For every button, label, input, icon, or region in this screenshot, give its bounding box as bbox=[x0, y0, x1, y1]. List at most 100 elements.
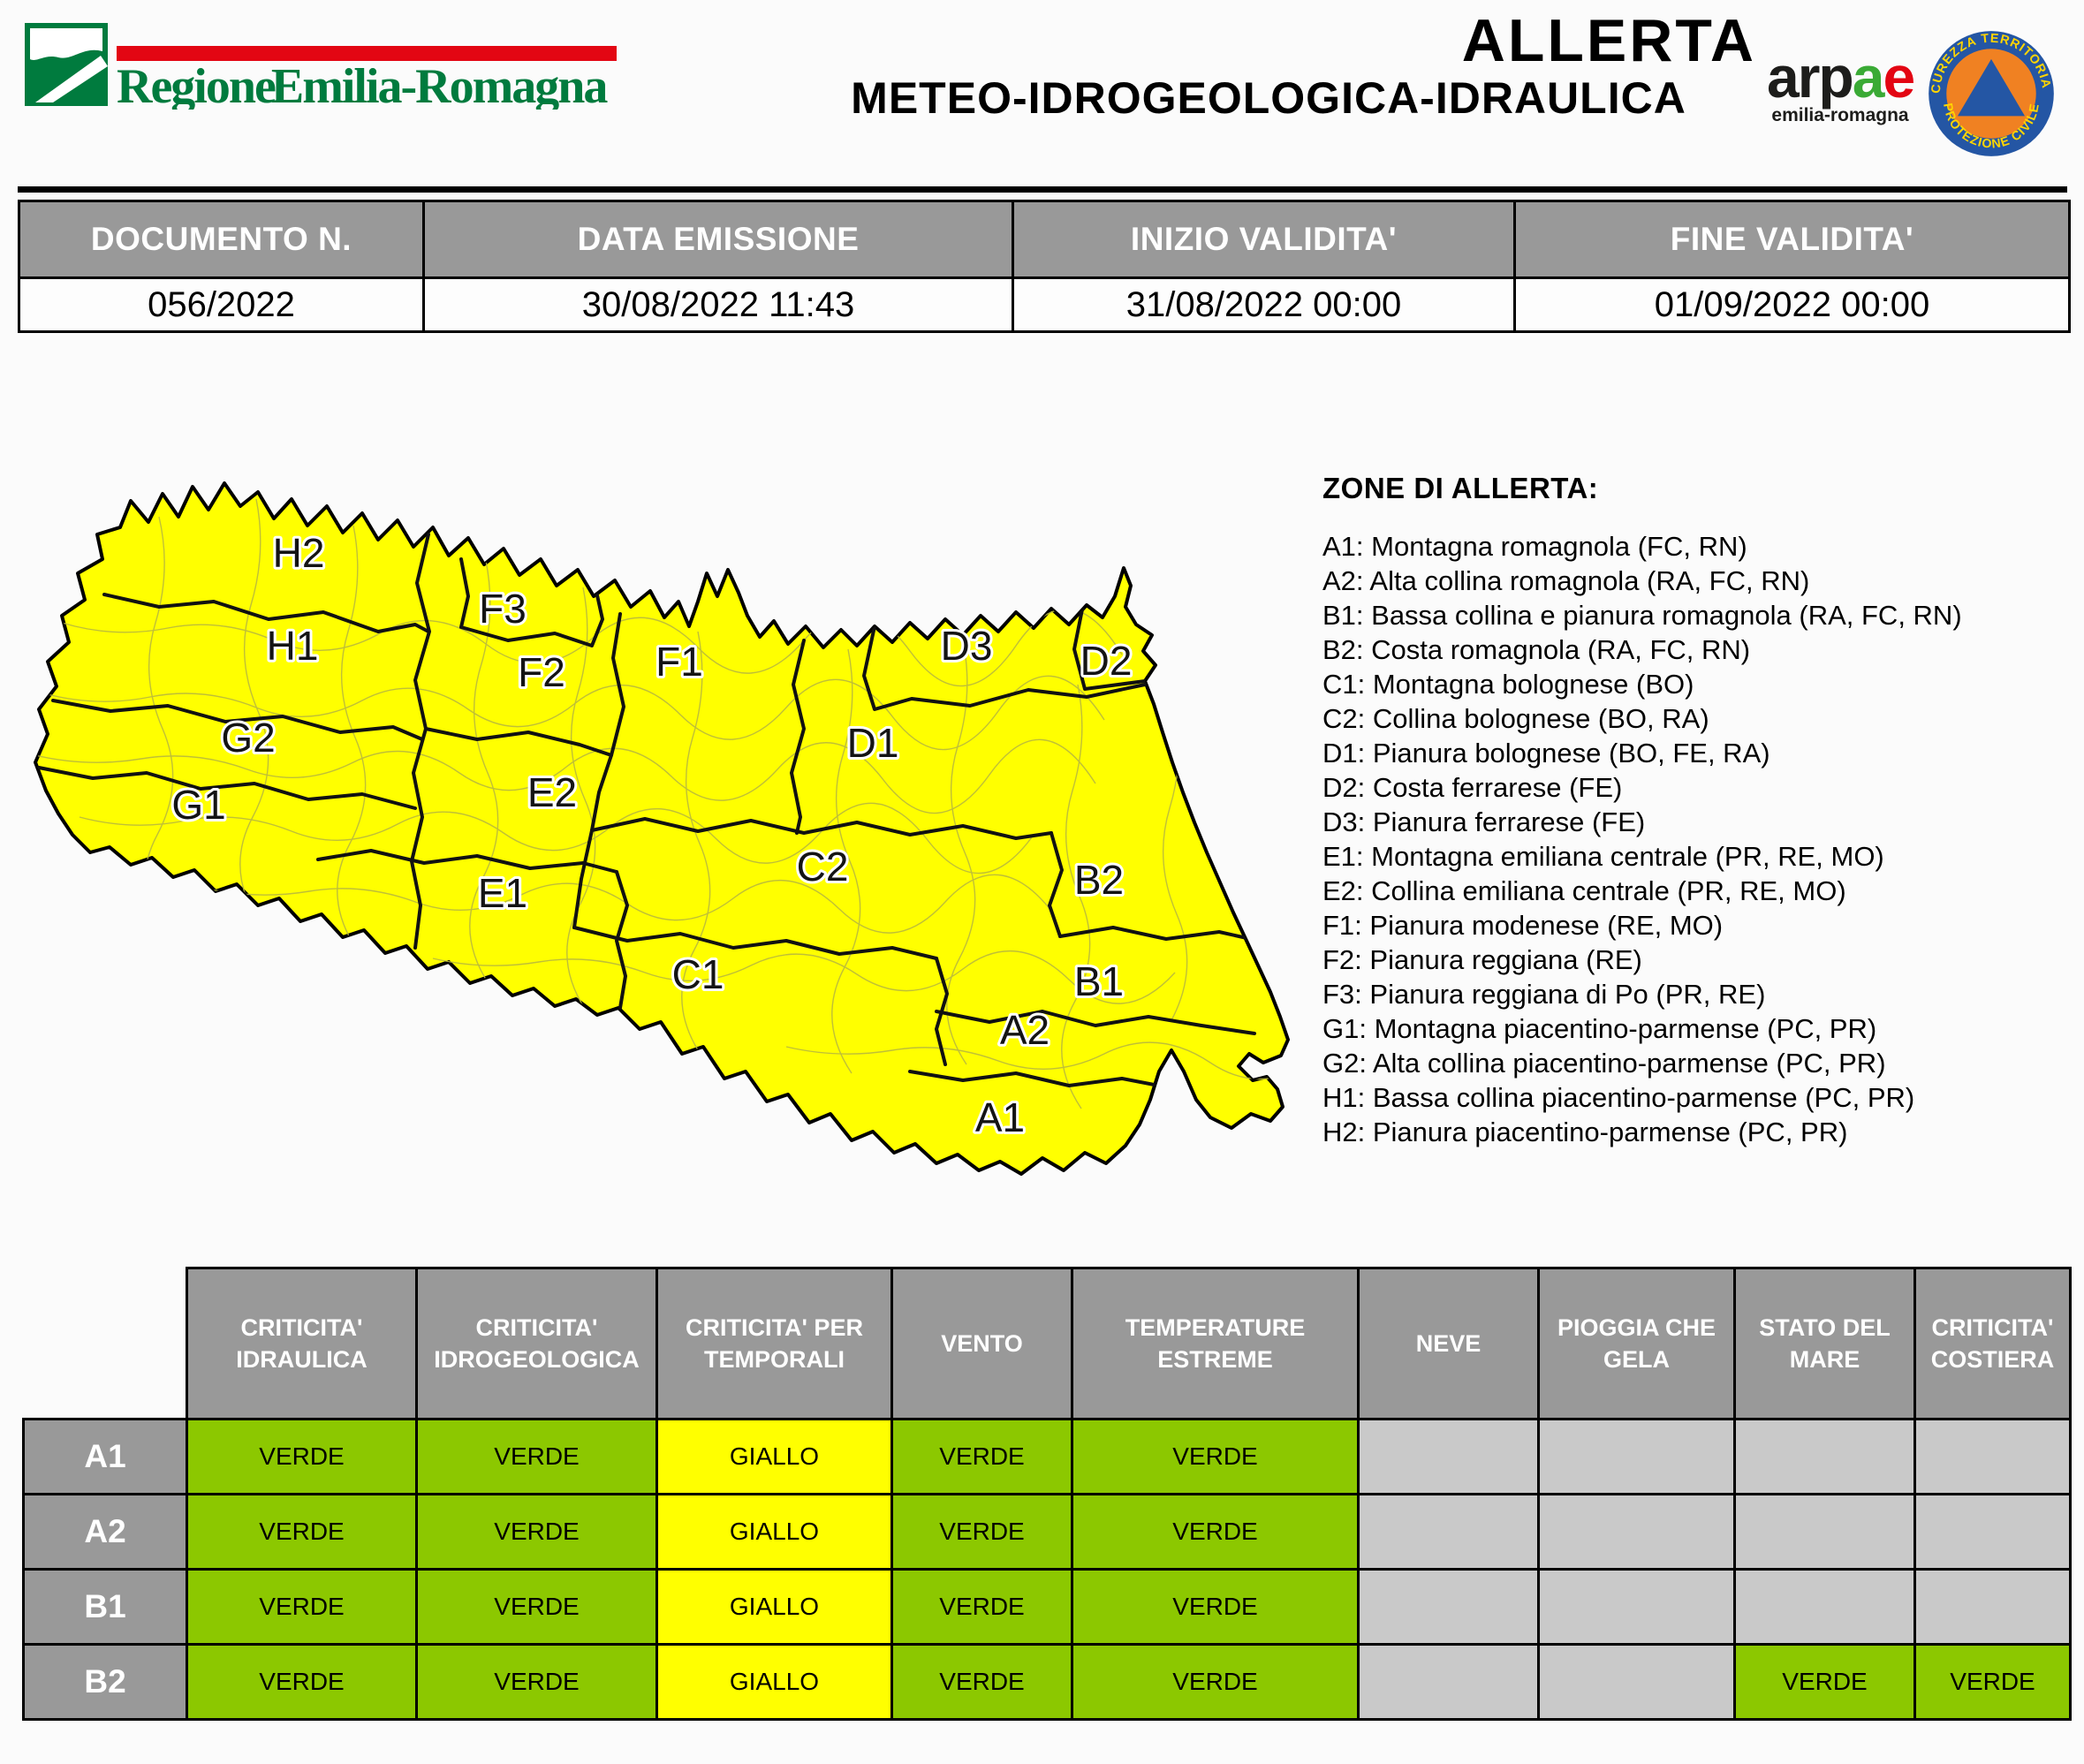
alert-cell-B2-8: VERDE bbox=[1913, 1643, 2072, 1721]
alert-cell-A2-7 bbox=[1733, 1493, 1916, 1571]
alert-row-B2: B2 VERDE VERDE GIALLO VERDE VERDE VERDE VERDE bbox=[22, 1643, 2072, 1721]
map-zone-label-C1: C1 bbox=[672, 951, 724, 997]
arpae-wordmark: arpae bbox=[1767, 48, 1915, 106]
legend-item-F3: F3: Pianura reggiana di Po (PR, RE) bbox=[1322, 979, 1766, 1010]
map-zone-label-C2: C2 bbox=[797, 844, 849, 890]
alert-cell-B2-2: GIALLO bbox=[656, 1643, 893, 1721]
alert-cell-A1-1: VERDE bbox=[415, 1418, 658, 1495]
alert-cell-B1-5 bbox=[1357, 1568, 1540, 1646]
municipality-borders bbox=[35, 498, 1288, 1109]
alert-cell-B2-0: VERDE bbox=[186, 1643, 418, 1721]
legend-item-H2: H2: Pianura piacentino-parmense (PC, PR) bbox=[1322, 1117, 1848, 1147]
map-zone-label-D2: D2 bbox=[1080, 638, 1133, 684]
alert-column-header-7: STATO DEL MARE bbox=[1733, 1267, 1916, 1420]
alert-cell-A1-7 bbox=[1733, 1418, 1916, 1495]
arpae-word-red: e bbox=[1883, 44, 1915, 110]
page-subtitle: METEO-IDROGEOLOGICA-IDRAULICA bbox=[851, 73, 1686, 123]
alert-cell-B1-8 bbox=[1913, 1568, 2072, 1646]
alert-row-A2: A2 VERDE VERDE GIALLO VERDE VERDE bbox=[22, 1493, 2072, 1571]
alert-cell-B2-1: VERDE bbox=[415, 1643, 658, 1721]
legend-item-H1: H1: Bassa collina piacentino-parmense (P… bbox=[1322, 1082, 1915, 1113]
zones-legend-title: ZONE DI ALLERTA: bbox=[1322, 472, 1599, 504]
region-logo-mark bbox=[25, 23, 108, 106]
legend-item-E1: E1: Montagna emiliana centrale (PR, RE, … bbox=[1322, 841, 1884, 872]
legend-item-D2: D2: Costa ferrarese (FE) bbox=[1322, 772, 1623, 803]
map-zone-label-B2: B2 bbox=[1074, 857, 1124, 903]
alert-row-label-A2: A2 bbox=[22, 1493, 188, 1571]
legend-item-C1: C1: Montagna bolognese (BO) bbox=[1322, 669, 1694, 700]
alert-column-header-0: CRITICITA' IDRAULICA bbox=[186, 1267, 418, 1420]
alert-column-header-8: CRITICITA' COSTIERA bbox=[1913, 1267, 2072, 1420]
alert-cell-A2-6 bbox=[1537, 1493, 1736, 1571]
alert-cell-A1-0: VERDE bbox=[186, 1418, 418, 1495]
map-zone-label-F2: F2 bbox=[518, 649, 565, 695]
map-zone-label-H1: H1 bbox=[267, 623, 319, 669]
region-logo-text: Regione Emilia-Romagna bbox=[117, 59, 608, 110]
alert-cell-A1-6 bbox=[1537, 1418, 1736, 1495]
alert-column-header-2: CRITICITA' PER TEMPORALI bbox=[656, 1267, 893, 1420]
legend-item-A1: A1: Montagna romagnola (FC, RN) bbox=[1322, 531, 1747, 562]
alert-cell-A1-3: VERDE bbox=[890, 1418, 1073, 1495]
alert-cell-B1-2: GIALLO bbox=[656, 1568, 893, 1646]
alert-cell-B1-1: VERDE bbox=[415, 1568, 658, 1646]
map-zone-label-A2: A2 bbox=[1000, 1007, 1050, 1053]
arpae-word-black: arp bbox=[1767, 44, 1854, 110]
alert-cell-B1-0: VERDE bbox=[186, 1568, 418, 1646]
roundel-triangle-icon bbox=[1957, 58, 2026, 117]
zone-labels: H2 F3 H1 F2 F1 D3 D2 G2 D1 G1 E2 E1 C2 B2 C1 B1 A2 A1 bbox=[169, 527, 1134, 1143]
alert-row-B1: B1 VERDE VERDE GIALLO VERDE VERDE bbox=[22, 1568, 2072, 1646]
zone-borders bbox=[37, 533, 1269, 1089]
alert-cell-A2-5 bbox=[1357, 1493, 1540, 1571]
header-divider bbox=[18, 186, 2067, 193]
protezione-civile-logo: SICUREZZA TERRITORIALE PROTEZIONE CIVILE bbox=[1926, 28, 2054, 156]
map-zone-label-H2: H2 bbox=[273, 530, 325, 576]
region-logo: Regione Emilia-Romagna bbox=[25, 23, 617, 110]
alert-table-header-row: CRITICITA' IDRAULICA CRITICITA' IDROGEOLO… bbox=[24, 1267, 2072, 1420]
alert-levels-table: CRITICITA' IDRAULICA CRITICITA' IDROGEOLO… bbox=[22, 1267, 2072, 1721]
alert-cell-A2-1: VERDE bbox=[415, 1493, 658, 1571]
map-zone-label-G2: G2 bbox=[221, 715, 275, 761]
map-zone-label-F1: F1 bbox=[656, 639, 703, 685]
arpae-subtext: emilia-romagna bbox=[1771, 104, 1909, 125]
alert-cell-B2-6 bbox=[1537, 1643, 1736, 1721]
doc-info-header-1: DATA EMISSIONE bbox=[422, 200, 1014, 279]
document-title-block: ALLERTA METEO-IDROGEOLOGICA-IDRAULICA bbox=[777, 11, 1760, 120]
arpae-logo: arpae emilia-romagna bbox=[1767, 48, 1915, 125]
alert-cell-A2-4: VERDE bbox=[1071, 1493, 1360, 1571]
doc-info-value-0: 056/2022 bbox=[18, 276, 425, 333]
alert-column-header-5: NEVE bbox=[1357, 1267, 1540, 1420]
alert-table-corner-blank bbox=[24, 1268, 187, 1420]
alert-column-header-1: CRITICITA' IDROGEOLOGICA bbox=[415, 1267, 658, 1420]
alert-cell-B2-3: VERDE bbox=[890, 1643, 1073, 1721]
alert-zones-map: H2 F3 H1 F2 F1 D3 D2 G2 D1 G1 E2 E1 C2 B2 C1 B1 A2 A1 bbox=[34, 481, 1290, 1176]
alert-column-header-4: TEMPERATURE ESTREME bbox=[1071, 1267, 1360, 1420]
map-zone-label-D1: D1 bbox=[847, 720, 899, 766]
legend-item-F1: F1: Pianura modenese (RE, MO) bbox=[1322, 910, 1724, 941]
alert-table-body: A1 VERDE VERDE GIALLO VERDE VERDE A2 VERDE VERDE… bbox=[22, 1418, 2072, 1721]
doc-info-value-3: 01/09/2022 00:00 bbox=[1513, 276, 2071, 333]
document-info-table: DOCUMENTO N. DATA EMISSIONE INIZIO VALIDIT… bbox=[18, 200, 2071, 333]
doc-info-header-2: INIZIO VALIDITA' bbox=[1012, 200, 1516, 279]
alert-row-label-B2: B2 bbox=[22, 1643, 188, 1721]
alert-cell-A1-2: GIALLO bbox=[656, 1418, 893, 1495]
legend-item-E2: E2: Collina emiliana centrale (PR, RE, M… bbox=[1322, 875, 1846, 906]
legend-item-D1: D1: Pianura bolognese (BO, FE, RA) bbox=[1322, 738, 1770, 768]
alert-cell-B2-7: VERDE bbox=[1733, 1643, 1916, 1721]
alert-cell-B2-4: VERDE bbox=[1071, 1643, 1360, 1721]
zones-legend: ZONE DI ALLERTA: A1: Montagna romagnola … bbox=[1322, 472, 2082, 1149]
legend-item-D3: D3: Pianura ferrarese (FE) bbox=[1322, 806, 1646, 837]
alert-cell-A2-0: VERDE bbox=[186, 1493, 418, 1571]
map-zone-label-E2: E2 bbox=[527, 769, 577, 815]
document-info-value-row: 056/2022 30/08/2022 11:43 31/08/2022 00:00… bbox=[18, 276, 2071, 333]
document-info-header-row: DOCUMENTO N. DATA EMISSIONE INIZIO VALIDIT… bbox=[18, 200, 2071, 279]
legend-item-C2: C2: Collina bolognese (BO, RA) bbox=[1322, 703, 1709, 734]
page-title: ALLERTA bbox=[1461, 7, 1756, 74]
alert-cell-B1-4: VERDE bbox=[1071, 1568, 1360, 1646]
alert-cell-A1-5 bbox=[1357, 1418, 1540, 1495]
doc-info-header-3: FINE VALIDITA' bbox=[1513, 200, 2071, 279]
map-zone-label-E1: E1 bbox=[478, 870, 527, 916]
doc-info-value-2: 31/08/2022 00:00 bbox=[1012, 276, 1516, 333]
alert-cell-A1-8 bbox=[1913, 1418, 2072, 1495]
alert-column-header-6: PIOGGIA CHE GELA bbox=[1537, 1267, 1736, 1420]
